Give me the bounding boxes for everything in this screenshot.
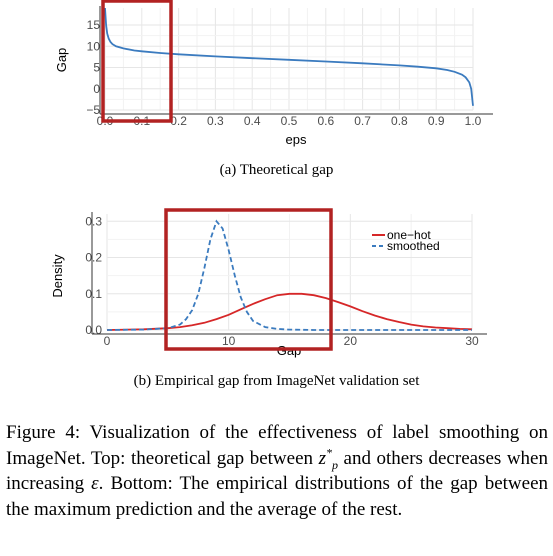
- y-tick-label: 0.2: [85, 251, 102, 265]
- y-tick-label: 5: [93, 61, 100, 75]
- figure-caption-part3: . Bottom: The empirical distributions of…: [6, 473, 548, 520]
- series-line-0: [104, 7, 474, 106]
- x-axis-label: eps: [286, 132, 307, 147]
- y-tick-labels: 0.0 0.1 0.2 0.3: [85, 214, 102, 337]
- x-tick-label: 30: [465, 334, 479, 348]
- series-lines: [106, 219, 473, 331]
- subcaption-b: (b) Empirical gap from ImageNet validati…: [133, 373, 420, 389]
- empirical-gap-chart: 0.00.10.20.3 0 10 20 30 Density Gap one−hot…: [50, 208, 487, 358]
- y-tick-label: 15: [87, 18, 101, 32]
- y-tick-label: −5: [86, 103, 100, 117]
- epsilon-symbol: ε: [91, 473, 99, 494]
- x-tick-label: 0.7: [354, 114, 371, 128]
- figure-caption: Figure 4: Visualization of the effective…: [6, 420, 548, 522]
- legend-one-hot-label: one−hot: [387, 228, 431, 242]
- y-tick-label: 0.3: [85, 214, 102, 228]
- y-axis-label: Density: [50, 254, 65, 298]
- y-tick-label: 0.0: [85, 323, 102, 337]
- x-tick-label: 0.5: [281, 114, 298, 128]
- subcaption-a: (a) Theoretical gap: [219, 162, 334, 178]
- series-line-smoothed: [106, 219, 472, 331]
- x-tick-label: 0.6: [317, 114, 334, 128]
- series-line-onehot: [106, 292, 473, 331]
- y-tick-labels: −5 0 5 10 15: [86, 18, 100, 117]
- x-tick-label: 0.3: [207, 114, 224, 128]
- x-tick-label: 0.4: [244, 114, 261, 128]
- figure-caption-part1: Figure 4: Visualization of the effective…: [6, 422, 548, 469]
- x-tick-labels: 0 10 20 30: [104, 334, 479, 348]
- x-tick-label: 10: [222, 334, 236, 348]
- legend-smoothed-label: smoothed: [387, 239, 440, 253]
- x-tick-label: 1.0: [465, 114, 482, 128]
- highlight-box: [101, 0, 173, 123]
- x-tick-label: 0: [104, 334, 111, 348]
- highlight-box: [164, 208, 333, 351]
- x-tick-labels: 0.0 0.1 0.2 0.3 0.4 0.5 0.6 0.7 0.8 0.9 1.0: [97, 114, 482, 128]
- series-lines: [104, 7, 474, 106]
- figure-caption-part2: and others decreases when increasing: [6, 447, 548, 495]
- x-tick-label: 0.2: [170, 114, 187, 128]
- legend: one−hot smoothed: [372, 228, 440, 253]
- x-tick-label: 0.9: [428, 114, 445, 128]
- y-tick-label: 10: [87, 39, 101, 53]
- z-p-star-symbol: z*p: [318, 445, 338, 472]
- y-tick-label: 0: [93, 82, 100, 96]
- y-axis-label: Gap: [54, 48, 69, 73]
- x-tick-label: 20: [344, 334, 358, 348]
- y-tick-label: 0.1: [85, 287, 102, 301]
- x-tick-label: 0.8: [391, 114, 408, 128]
